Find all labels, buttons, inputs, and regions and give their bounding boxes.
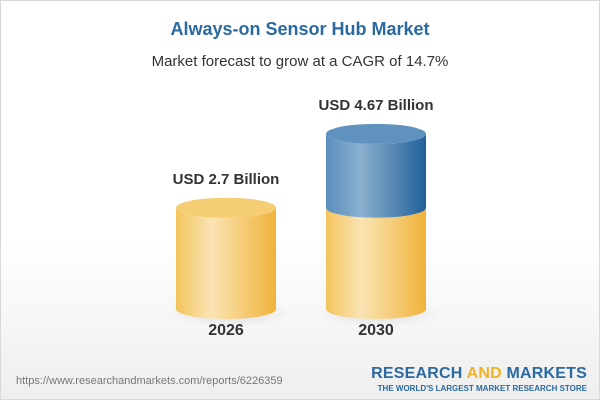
x-tick-label: 2026	[208, 322, 244, 339]
x-tick-label: 2030	[358, 322, 394, 339]
cylinder-top-2026	[176, 197, 276, 218]
chart-subtitle: Market forecast to grow at a CAGR of 14.…	[151, 53, 449, 70]
data-label: USD 4.67 Billion	[318, 97, 433, 114]
cylinder-growth-2030	[326, 133, 426, 218]
research-and-markets-logo: RESEARCH AND MARKETS THE WORLD'S LARGEST…	[371, 365, 587, 393]
cylinder-base-2026	[176, 207, 276, 319]
cylinder-base-2030	[326, 207, 426, 319]
cylinder-top-2030	[326, 123, 426, 144]
source-url[interactable]: https://www.researchandmarkets.com/repor…	[16, 375, 283, 387]
chart-title: Always-on Sensor Hub Market	[170, 19, 430, 39]
data-label: USD 2.7 Billion	[173, 171, 280, 188]
